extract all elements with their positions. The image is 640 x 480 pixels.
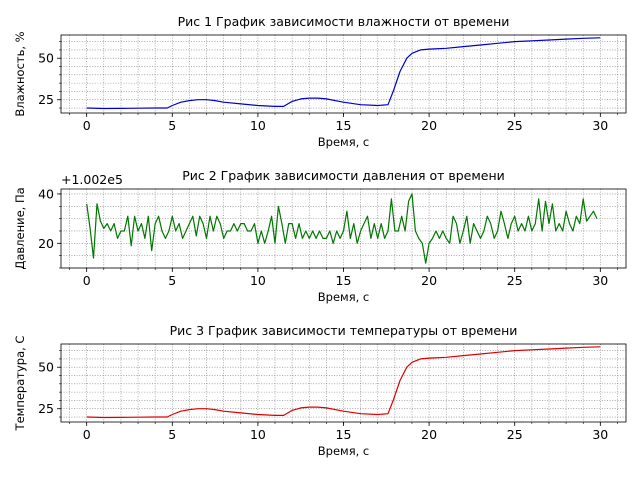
y-offset-label: +1.002e5 (61, 172, 123, 187)
y-axis-label: Влажность, % (13, 31, 27, 116)
y-tick-label: 50 (38, 51, 54, 66)
x-tick-label: 25 (507, 427, 523, 442)
chart-3: 0 5 10 15 20 25 30 25 50 Рис 3 График зависимости… (13, 323, 627, 458)
chart-1: 0 5 10 15 20 25 30 25 50 Рис 1 График зависимости… (13, 14, 627, 149)
y-tick-label: 40 (38, 186, 54, 201)
x-tick-label: 0 (83, 118, 91, 133)
axes-frame (60, 343, 627, 423)
grid (59, 344, 626, 424)
x-tick-label: 15 (336, 118, 352, 133)
x-tick-label: 15 (336, 273, 352, 288)
x-tick-label: 30 (592, 427, 608, 442)
x-tick-label: 30 (592, 273, 608, 288)
x-tick-label: 20 (421, 427, 437, 442)
y-tick-label: 25 (38, 92, 54, 107)
x-tick-label: 20 (421, 118, 437, 133)
x-tick-label: 5 (168, 427, 176, 442)
chart-2: 0 5 10 15 20 25 30 20 40 Рис 2 График зависимости… (13, 168, 627, 304)
y-tick-label: 50 (38, 360, 54, 375)
series-line (86, 193, 598, 264)
series-line (86, 346, 601, 419)
x-tick-label: 15 (336, 427, 352, 442)
chart-title: Рис 3 График зависимости температуры от … (170, 323, 518, 338)
y-tick-label: 20 (38, 236, 54, 251)
x-tick-label: 5 (168, 118, 176, 133)
y-tick-label: 25 (38, 401, 54, 416)
axes-frame (60, 188, 627, 269)
x-tick-label: 25 (507, 273, 523, 288)
x-tick-label: 0 (83, 273, 91, 288)
y-axis-label: Температура, С (13, 336, 27, 432)
x-tick-label: 10 (250, 273, 266, 288)
x-tick-label: 10 (250, 427, 266, 442)
grid (59, 35, 626, 115)
y-axis-label: Давление, Па (13, 187, 27, 269)
x-tick-label: 0 (83, 427, 91, 442)
x-axis-label: Время, с (318, 444, 370, 458)
x-tick-label: 30 (592, 118, 608, 133)
x-tick-label: 25 (507, 118, 523, 133)
x-tick-label: 10 (250, 118, 266, 133)
series-line (86, 37, 601, 110)
x-tick-label: 5 (168, 273, 176, 288)
axes-frame (60, 34, 627, 114)
chart-title: Рис 1 График зависимости влажности от вр… (178, 14, 510, 29)
x-tick-label: 20 (421, 273, 437, 288)
grid (59, 189, 626, 270)
x-axis-label: Время, с (318, 290, 370, 304)
chart-title: Рис 2 График зависимости давления от вре… (182, 168, 505, 183)
x-axis-label: Время, с (318, 135, 370, 149)
